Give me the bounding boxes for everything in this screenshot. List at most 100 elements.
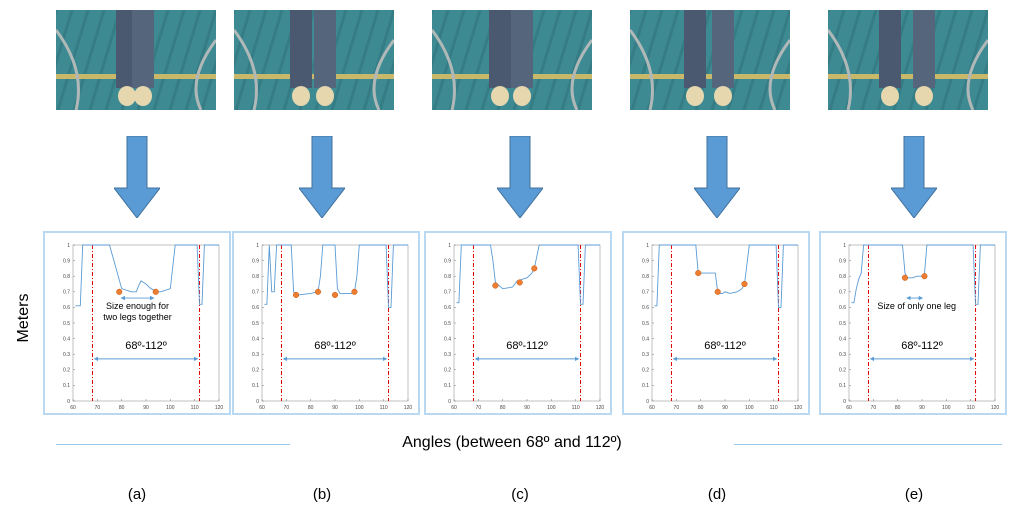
range-label: 68º-112º bbox=[314, 340, 355, 352]
x-tick-label: 110 bbox=[967, 405, 975, 411]
down-arrow-icon bbox=[891, 136, 937, 218]
y-tick-label: 0.2 bbox=[63, 368, 70, 374]
chart-panel-b: 60 70 80 90 100 110 120 1 0.9 0.8 0.7 0.6 0.5 0.4 0.3 0… bbox=[232, 231, 420, 415]
y-tick-label: 0.8 bbox=[252, 274, 259, 280]
chart-panel-e: 60 70 80 90 100 110 120 1 0.9 0.8 0.7 0.6 0.5 0.4 0.3 0… bbox=[819, 231, 1007, 415]
y-tick-label: 0.6 bbox=[252, 305, 259, 311]
y-tick-label: 0.2 bbox=[839, 368, 846, 374]
plot-area bbox=[848, 244, 996, 402]
size-annotation: Size of only one leg bbox=[877, 301, 956, 311]
leg-marker bbox=[901, 274, 909, 281]
y-tick-label: 0.1 bbox=[63, 383, 70, 389]
y-tick-label: 1 bbox=[843, 243, 846, 249]
x-tick-label: 100 bbox=[547, 405, 556, 411]
x-tick-label: 90 bbox=[722, 405, 728, 411]
y-tick-label: 0.8 bbox=[444, 274, 451, 280]
x-tick-label: 70 bbox=[95, 405, 101, 411]
y-tick-label: 0.5 bbox=[642, 321, 649, 327]
leg-marker bbox=[531, 265, 538, 272]
y-tick-label: 0 bbox=[843, 399, 846, 405]
y-tick-label: 0.2 bbox=[252, 368, 259, 374]
y-tick-label: 0.3 bbox=[444, 352, 451, 358]
plot-area bbox=[261, 244, 409, 402]
x-tick-label: 80 bbox=[308, 405, 314, 411]
x-tick-label: 80 bbox=[895, 405, 901, 411]
y-tick-label: 0.8 bbox=[642, 274, 649, 280]
y-tick-label: 0.6 bbox=[642, 305, 649, 311]
y-tick-label: 0.9 bbox=[839, 258, 846, 264]
leg-photo-a bbox=[56, 10, 216, 110]
chart-panel-c: 60 70 80 90 100 110 120 1 0.9 0.8 0.7 0.6 0.5 0.4 0.3 0… bbox=[424, 231, 612, 415]
leg-marker bbox=[695, 270, 702, 277]
x-tick-label: 100 bbox=[355, 405, 364, 411]
x-tick-label: 90 bbox=[919, 405, 925, 411]
leg-marker bbox=[152, 288, 159, 295]
y-tick-label: 0.7 bbox=[839, 290, 846, 296]
y-tick-label: 0.4 bbox=[642, 336, 649, 342]
leg-marker bbox=[921, 273, 928, 280]
y-tick-label: 0.9 bbox=[252, 258, 259, 264]
range-label: 68º-112º bbox=[901, 340, 942, 352]
y-tick-label: 0.2 bbox=[444, 368, 451, 374]
y-tick-label: 0.1 bbox=[252, 383, 259, 389]
leg-marker bbox=[351, 288, 358, 295]
x-tick-label: 70 bbox=[871, 405, 877, 411]
y-tick-label: 0.6 bbox=[839, 305, 846, 311]
leg-marker bbox=[741, 280, 748, 288]
y-tick-label: 0.4 bbox=[444, 336, 451, 342]
y-tick-label: 0.2 bbox=[642, 368, 649, 374]
x-tick-label: 90 bbox=[143, 405, 149, 411]
leg-marker bbox=[314, 288, 322, 295]
leg-marker bbox=[516, 279, 523, 286]
y-tick-label: 0.5 bbox=[444, 321, 451, 327]
leg-marker bbox=[492, 282, 499, 289]
leg-photo-b bbox=[234, 10, 394, 110]
x-tick-label: 110 bbox=[380, 405, 388, 411]
y-tick-label: 0.9 bbox=[63, 258, 70, 264]
plot-area bbox=[651, 244, 799, 402]
leg-photo-d bbox=[630, 10, 790, 110]
y-tick-label: 0.5 bbox=[252, 321, 259, 327]
x-tick-label: 110 bbox=[770, 405, 778, 411]
plot-area bbox=[72, 244, 220, 402]
distance-series-line bbox=[264, 244, 408, 308]
y-tick-label: 0.1 bbox=[642, 383, 649, 389]
x-tick-label: 100 bbox=[745, 405, 754, 411]
y-tick-label: 0 bbox=[646, 399, 649, 405]
x-tick-label: 100 bbox=[942, 405, 951, 411]
panel-label-e: (e) bbox=[904, 486, 924, 503]
y-tick-label: 0.9 bbox=[642, 258, 649, 264]
leg-photo-e bbox=[828, 10, 988, 110]
y-tick-label: 0.7 bbox=[252, 290, 259, 296]
y-tick-label: 1 bbox=[67, 243, 70, 249]
x-tick-label: 80 bbox=[698, 405, 704, 411]
x-tick-label: 120 bbox=[596, 405, 605, 411]
distance-series-line bbox=[75, 244, 219, 307]
x-tick-label: 80 bbox=[119, 405, 125, 411]
down-arrow-icon bbox=[497, 136, 543, 218]
x-tick-label: 100 bbox=[166, 405, 175, 411]
x-tick-label: 70 bbox=[284, 405, 290, 411]
y-tick-label: 0.3 bbox=[252, 352, 259, 358]
y-tick-label: 0 bbox=[256, 399, 259, 405]
y-tick-label: 0.6 bbox=[444, 305, 451, 311]
y-tick-label: 0.4 bbox=[252, 336, 259, 342]
y-tick-label: 0.9 bbox=[444, 258, 451, 264]
y-tick-label: 0.7 bbox=[642, 290, 649, 296]
y-axis-title: Meters bbox=[15, 293, 32, 343]
x-tick-label: 120 bbox=[404, 405, 413, 411]
x-tick-label: 90 bbox=[524, 405, 530, 411]
down-arrow-icon bbox=[694, 136, 740, 218]
x-tick-label: 120 bbox=[215, 405, 224, 411]
chart-panel-d: 60 70 80 90 100 110 120 1 0.9 0.8 0.7 0.6 0.5 0.4 0.3 0… bbox=[622, 231, 810, 415]
x-tick-label: 70 bbox=[674, 405, 680, 411]
y-tick-label: 0.4 bbox=[63, 336, 70, 342]
y-tick-label: 0 bbox=[67, 399, 70, 405]
y-tick-label: 0 bbox=[448, 399, 451, 405]
y-tick-label: 0.3 bbox=[63, 352, 70, 358]
x-tick-label: 120 bbox=[794, 405, 803, 411]
down-arrow-icon bbox=[114, 136, 160, 218]
y-tick-label: 1 bbox=[256, 243, 259, 249]
x-tick-label: 110 bbox=[191, 405, 199, 411]
range-label: 68º-112º bbox=[704, 340, 745, 352]
